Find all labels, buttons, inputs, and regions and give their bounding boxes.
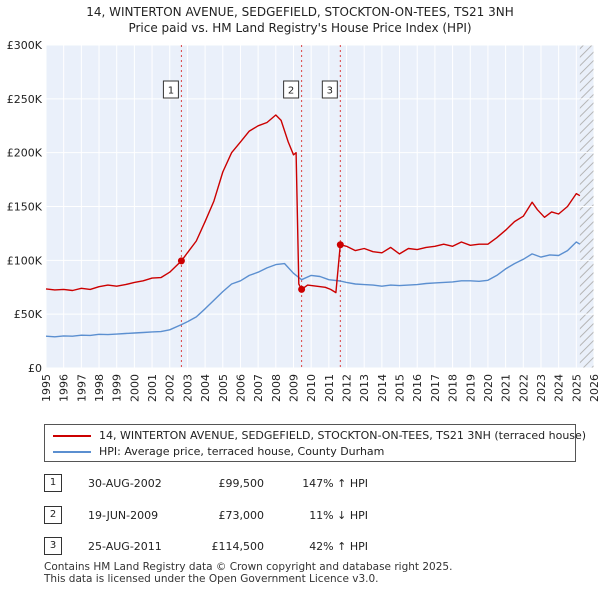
attribution-line2: This data is licensed under the Open Gov… (44, 573, 379, 585)
x-tick-label: 2005 (217, 374, 230, 402)
transaction-label-box (283, 80, 300, 99)
y-tick-label: £150K (7, 201, 43, 214)
x-tick-label: 2014 (376, 374, 389, 402)
y-tick-label: £100K (7, 254, 43, 267)
transaction-date: 30-AUG-2002 (88, 477, 162, 490)
transaction-marker-badge: 3 (44, 537, 62, 555)
transaction-marker-badge: 1 (44, 474, 62, 492)
transaction-label: 2 (288, 86, 294, 97)
y-tick-label: £250K (7, 93, 43, 106)
transaction-price: £99,500 (218, 477, 265, 490)
transaction-point (298, 285, 306, 293)
x-tick-label: 2015 (394, 374, 407, 402)
x-tick-label: 2010 (305, 374, 318, 402)
transaction-date: 19-JUN-2009 (88, 509, 159, 522)
y-tick-label: £50K (14, 308, 43, 321)
x-tick-label: 2026 (588, 374, 600, 402)
x-tick-label: 2000 (128, 374, 141, 402)
property-series-line (45, 114, 581, 294)
transaction-price: £73,000 (218, 509, 265, 522)
x-tick-label: 2019 (464, 374, 477, 402)
y-tick-label: £200K (7, 147, 43, 160)
x-tick-label: 1997 (75, 374, 88, 402)
x-tick-label: 2017 (429, 374, 442, 402)
transaction-hpi-change: 147% ↑ HPI (302, 477, 368, 490)
x-tick-label: 2001 (146, 374, 159, 402)
legend: 14, WINTERTON AVENUE, SEDGEFIELD, STOCKT… (44, 424, 586, 462)
x-tick-label: 1998 (93, 374, 106, 402)
x-tick-label: 1995 (40, 374, 53, 402)
x-tick-label: 2016 (411, 374, 424, 402)
x-tick-label: 2006 (234, 374, 247, 402)
attribution-footer: Contains HM Land Registry data © Crown c… (44, 561, 452, 585)
x-tick-label: 2004 (199, 374, 212, 402)
transaction-hpi-change: 42% ↑ HPI (309, 540, 368, 553)
y-tick-label: £0 (28, 362, 42, 375)
x-tick-label: 2021 (500, 374, 513, 402)
x-tick-label: 2012 (341, 374, 354, 402)
x-tick-label: 1999 (111, 374, 124, 402)
transaction-label-box (162, 80, 179, 99)
x-tick-label: 2022 (517, 374, 530, 402)
x-tick-label: 2020 (482, 374, 495, 402)
x-tick-label: 2018 (447, 374, 460, 402)
x-tick-label: 2024 (553, 374, 566, 402)
transaction-marker-badge: 2 (44, 506, 62, 524)
transaction-label-box (321, 80, 338, 99)
price-chart: 1 2 3 £0 £50K £100K £150K £200K £250K £300K 1995 19… (7, 39, 600, 402)
transaction-label: 1 (168, 86, 174, 97)
transaction-point (336, 241, 344, 249)
x-tick-label: 2007 (252, 374, 265, 402)
x-tick-label: 2025 (570, 374, 583, 402)
x-tick-label: 2011 (323, 374, 336, 402)
legend-swatch-property (53, 435, 91, 437)
transaction-hpi-change: 11% ↓ HPI (309, 509, 368, 522)
legend-label-property: 14, WINTERTON AVENUE, SEDGEFIELD, STOCKT… (99, 429, 587, 442)
chart-title-line1: 14, WINTERTON AVENUE, SEDGEFIELD, STOCKT… (86, 5, 514, 19)
x-tick-label: 2009 (287, 374, 300, 402)
x-tick-label: 1996 (58, 374, 71, 402)
chart-title-line2: Price paid vs. HM Land Registry's House … (128, 21, 472, 35)
x-tick-label: 2008 (270, 374, 283, 402)
chart-title: 14, WINTERTON AVENUE, SEDGEFIELD, STOCKT… (0, 4, 600, 36)
x-tick-label: 2013 (358, 374, 371, 402)
legend-swatch-hpi (53, 451, 91, 453)
attribution-line1: Contains HM Land Registry data © Crown c… (44, 561, 453, 573)
transaction-price: £114,500 (211, 540, 265, 553)
hpi-series-line (45, 241, 581, 338)
transaction-label: 3 (327, 86, 333, 97)
legend-label-hpi: HPI: Average price, terraced house, Coun… (99, 445, 385, 458)
transaction-point (177, 257, 185, 265)
transaction-date: 25-AUG-2011 (88, 540, 162, 553)
x-tick-label: 2023 (535, 374, 548, 402)
x-tick-label: 2002 (164, 374, 177, 402)
x-tick-label: 2003 (181, 374, 194, 402)
y-tick-label: £300K (7, 39, 43, 52)
